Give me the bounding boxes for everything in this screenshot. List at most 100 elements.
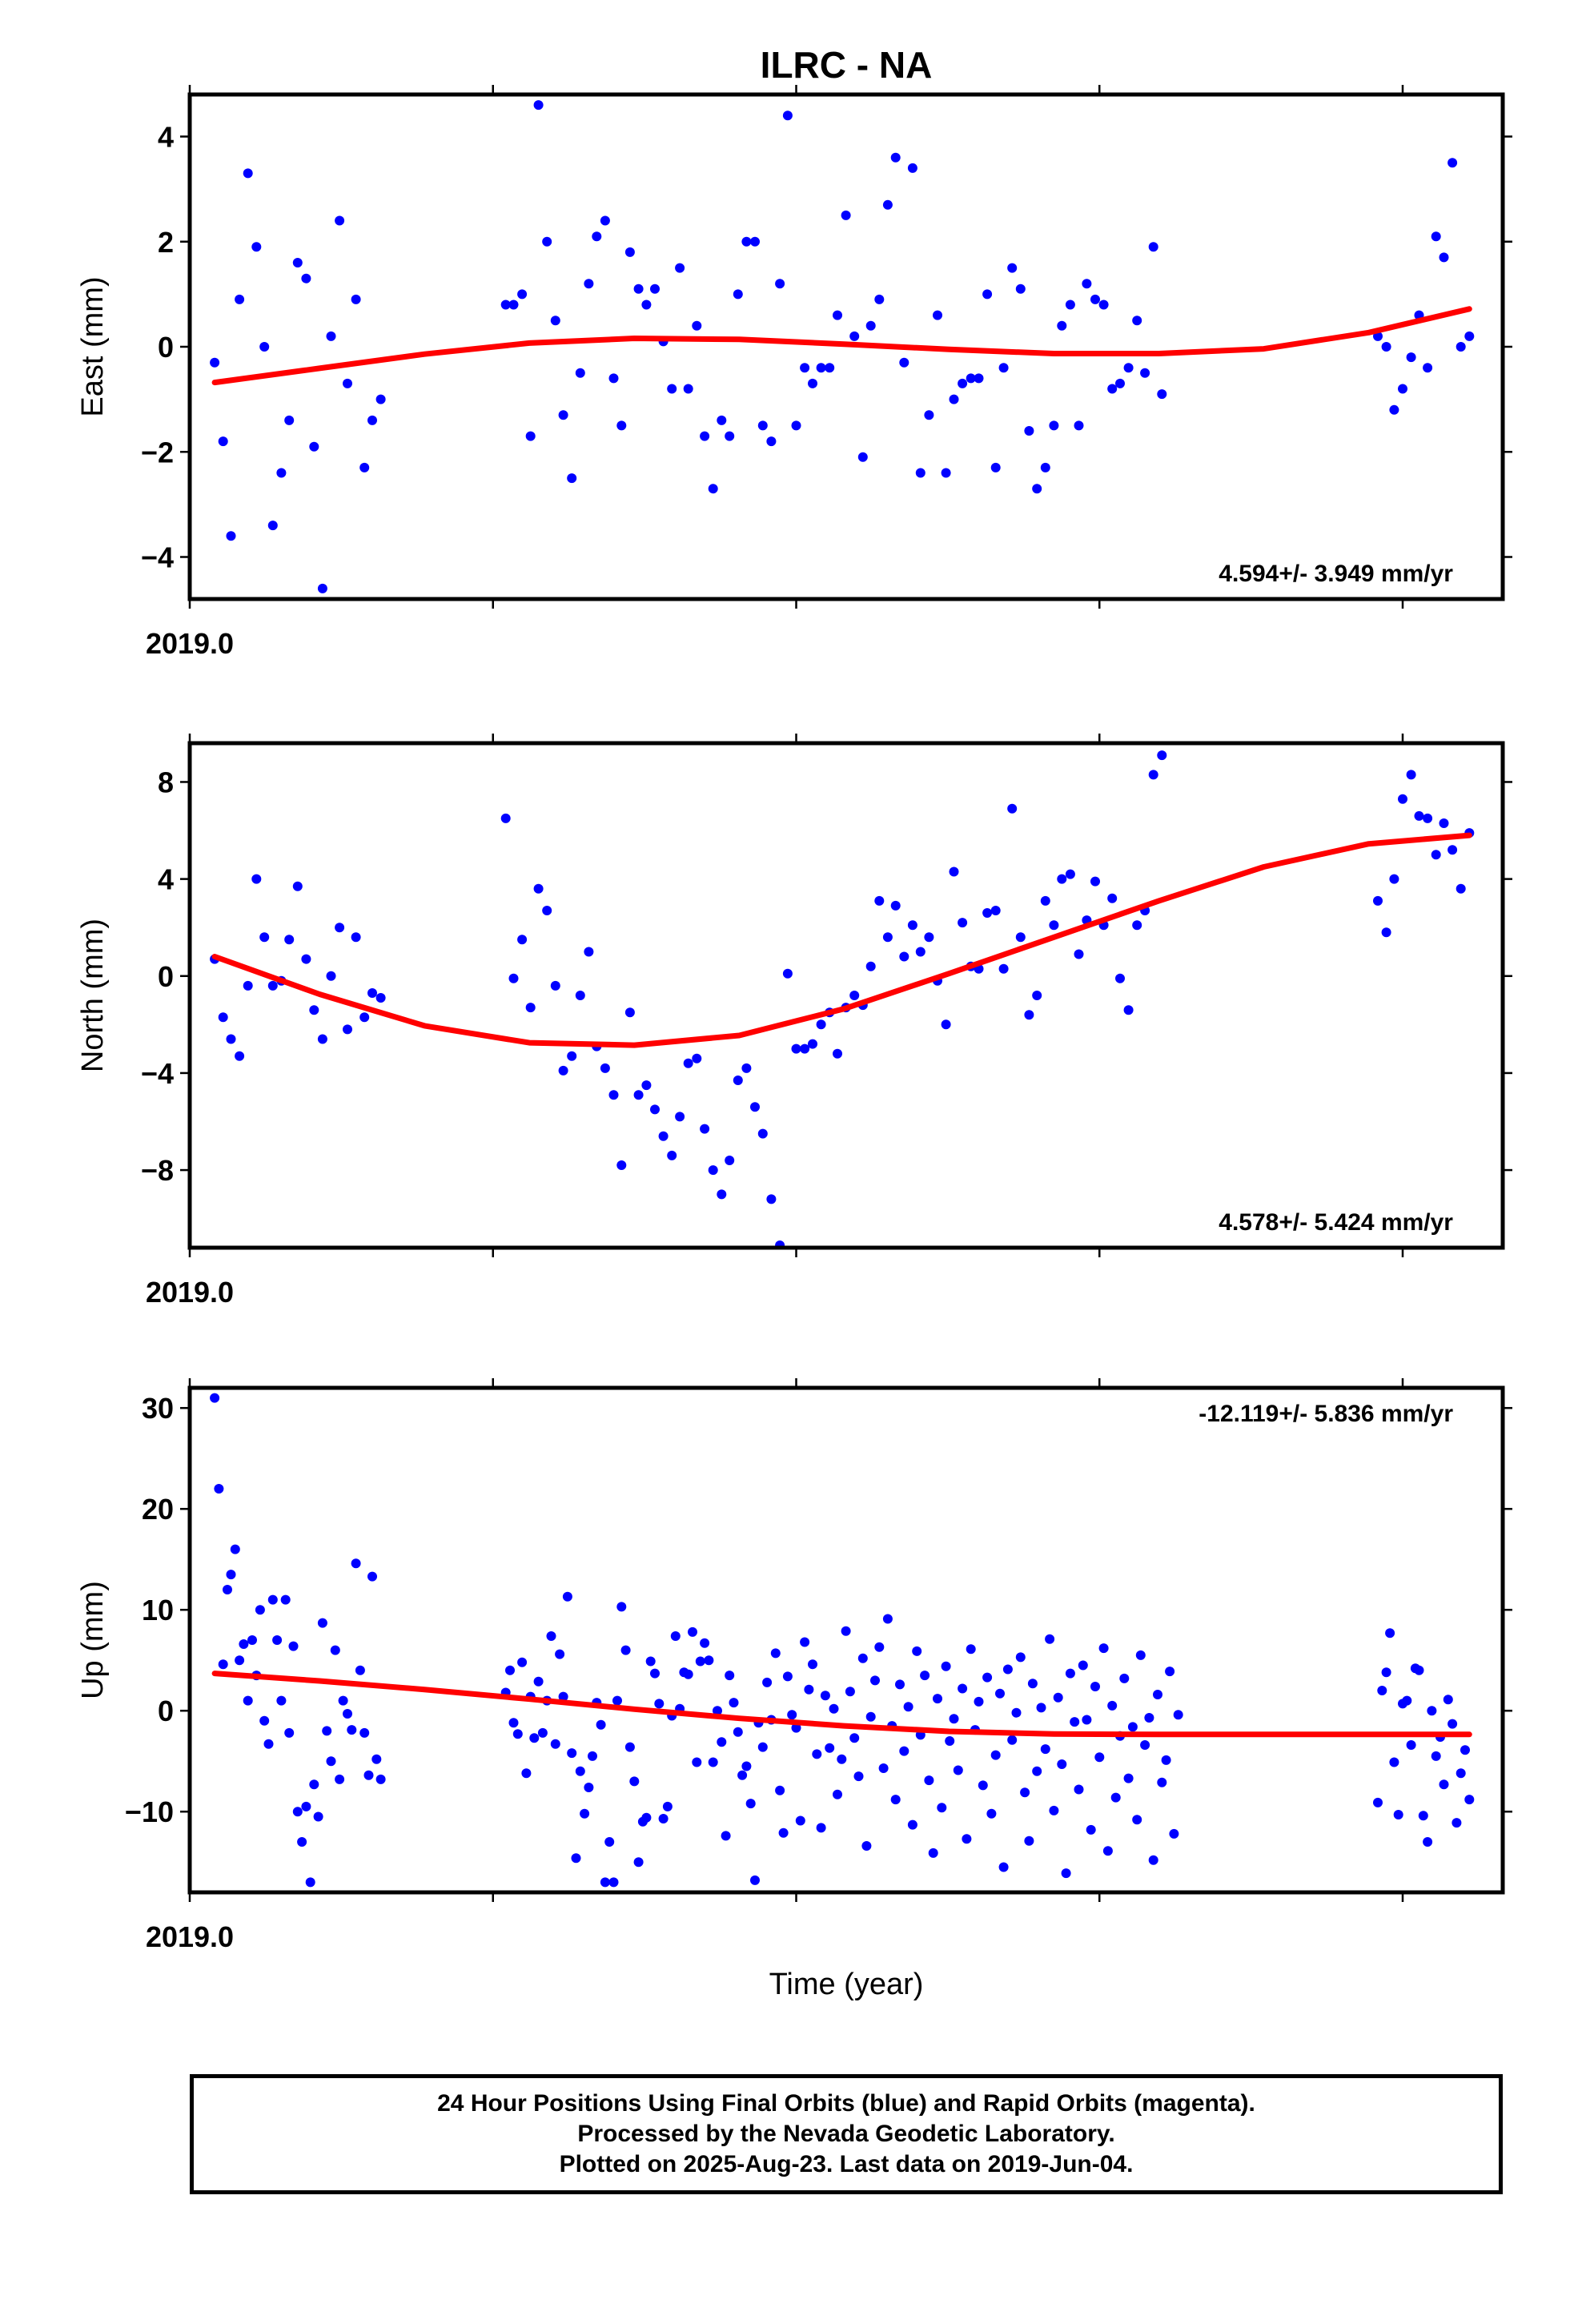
panel-3-data-point [301, 1801, 311, 1811]
panel-2-data-point [575, 991, 585, 1000]
panel-3-data-point [1024, 1835, 1034, 1846]
panel-3-data-point [1119, 1673, 1130, 1683]
panel-3-data-point [600, 1877, 610, 1888]
panel-2-data-point [1373, 895, 1383, 906]
panel-3-data-point [612, 1695, 622, 1706]
panel-1-data-point [667, 384, 677, 394]
panel-2: −8 −4 0 4 8 2019.0 4.578+/- 5.424 mm/yr North (… [76, 734, 1512, 1309]
panel-3-data-point [363, 1770, 374, 1780]
panel-3-data-point [733, 1727, 743, 1737]
panel-2-data-point [558, 1065, 568, 1076]
panel-3-data-point [305, 1877, 315, 1888]
panel-2-data-point [692, 1053, 702, 1063]
panel-2-data-point [243, 980, 253, 991]
panel-2-data-point [650, 1104, 660, 1115]
panel-2-data-point [1148, 770, 1158, 780]
panel-3-data-point [375, 1774, 386, 1784]
panel-3-data-point [1389, 1757, 1399, 1767]
panel-2-data-point [1015, 932, 1026, 943]
panel-3-data-point [367, 1571, 377, 1582]
panel-3-data-point [1123, 1773, 1134, 1783]
panel-1-data-point [235, 294, 245, 304]
panel-2-data-point [235, 1051, 245, 1061]
panel-3-rate-label: -12.119+/- 5.836 mm/yr [1199, 1401, 1453, 1427]
panel-2-data-point [525, 1003, 536, 1013]
panel-2-data-point [741, 1063, 752, 1073]
panel-3-data-point [695, 1656, 705, 1667]
panel-2-data-point [1381, 927, 1391, 938]
panel-2-data-point [1398, 794, 1407, 804]
panel-1-data-point [1398, 384, 1407, 394]
panel-2-data-point [367, 988, 377, 998]
panel-1-data-point [1431, 231, 1441, 242]
panel-2-data-point [226, 1034, 236, 1044]
panel-3-data-point [335, 1774, 345, 1784]
panel-1-data-point [351, 294, 361, 304]
panel-2-data-point [899, 951, 909, 962]
panel-2-ytick-label: −4 [141, 1057, 174, 1090]
panel-3-data-point [825, 1743, 835, 1753]
panel-3-data-point [223, 1585, 232, 1594]
panel-1-data-point [890, 152, 901, 163]
panel-3-y-axis-label: Up (mm) [76, 1581, 110, 1699]
panel-3-data-point [1094, 1752, 1105, 1763]
panel-3-data-point [288, 1641, 299, 1651]
panel-1-data-point [367, 415, 377, 425]
panel-1-data-point [741, 236, 752, 247]
panel-1-data-point [542, 236, 552, 247]
panel-2-y-axis-label: North (mm) [76, 919, 110, 1072]
panel-3-data-point [933, 1694, 942, 1704]
panel-2-data-point [600, 1063, 610, 1073]
panel-2-ytick-label: 0 [158, 960, 174, 993]
panel-1-data-point [533, 100, 544, 111]
panel-2-data-point [608, 1090, 619, 1100]
panel-1-data-point [692, 320, 702, 331]
panel-3-data-point [330, 1645, 340, 1655]
panel-1-data-point [550, 316, 560, 326]
panel-2-data-point [1439, 818, 1449, 828]
panel-3-data-point [853, 1771, 864, 1782]
panel-3-data-point [1157, 1777, 1167, 1787]
panel-1-data-point [575, 368, 585, 378]
panel-2-data-point [533, 883, 544, 894]
panel-1-data-point [857, 452, 868, 462]
chart-title: ILRC - NA [761, 44, 933, 86]
panel-1-data-point [359, 462, 370, 472]
panel-3-data-point [658, 1814, 669, 1823]
panel-2-data-point [317, 1034, 327, 1044]
x-axis-label: Time (year) [769, 1968, 924, 2001]
panel-2-data-point [1115, 973, 1125, 983]
panel-2-data-point [808, 1039, 817, 1049]
panel-2-data-point [800, 1043, 810, 1054]
panel-3-data-point [937, 1803, 947, 1813]
panel-2-data-point [500, 813, 511, 823]
panel-3-ytick-label: 0 [158, 1695, 174, 1727]
panel-2-data-point [1414, 810, 1424, 821]
panel-3-data-point [1423, 1837, 1433, 1847]
panel-3-data-point [558, 1691, 568, 1702]
panel-3-data-point [816, 1823, 826, 1833]
panel-3-data-point [1015, 1652, 1026, 1663]
panel-2-data-point [733, 1076, 743, 1085]
panel-3-data-point [284, 1727, 295, 1738]
panel-1-data-point [1381, 342, 1391, 352]
panel-2-data-point [567, 1051, 577, 1061]
panel-1-data-point [816, 363, 826, 373]
panel-3-data-point [654, 1699, 665, 1709]
panel-1-data-point [500, 300, 511, 310]
panel-1-points [210, 100, 1475, 593]
panel-3-data-point [1414, 1665, 1424, 1675]
panel-1-data-point [949, 394, 959, 404]
panel-1-data-point [1423, 363, 1433, 373]
panel-3-data-point [608, 1877, 619, 1888]
panel-3-data-point [1007, 1735, 1018, 1745]
panel-2-xtick-label: 2019.0 [146, 1276, 234, 1309]
panel-3-data-point [1460, 1745, 1470, 1755]
panel-2-data-point [683, 1058, 693, 1068]
panel-1-data-point [1007, 263, 1018, 273]
panel-1-data-point [791, 420, 801, 431]
panel-2-points [210, 750, 1475, 1248]
panel-3-data-point [1090, 1682, 1100, 1691]
panel-1-data-point [708, 484, 718, 494]
panel-3-data-point [313, 1811, 323, 1822]
